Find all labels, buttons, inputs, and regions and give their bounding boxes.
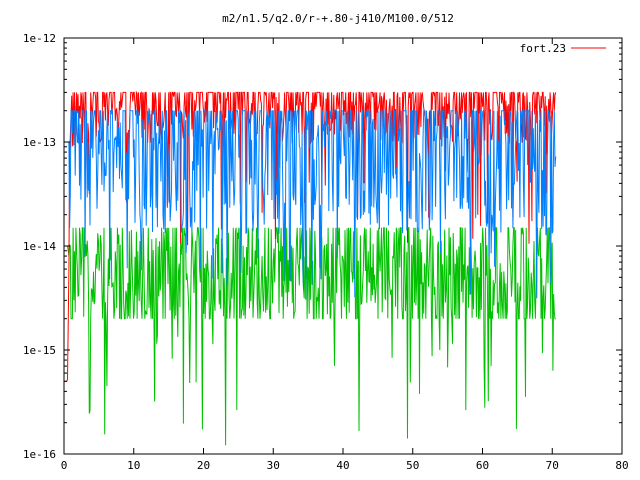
x-tick-label: 0 (61, 459, 68, 472)
x-tick-label: 20 (197, 459, 210, 472)
y-tick-label: 1e-15 (23, 344, 56, 357)
x-tick-label: 70 (546, 459, 559, 472)
series-line-3 (64, 226, 556, 446)
chart-title: m2/n1.5/q2.0/r-+.80-j410/M100.0/512 (222, 12, 454, 25)
y-tick-label: 1e-13 (23, 136, 56, 149)
x-tick-label: 50 (406, 459, 419, 472)
y-tick-label: 1e-16 (23, 448, 56, 461)
series-line-2 (64, 109, 557, 300)
x-tick-label: 10 (127, 459, 140, 472)
x-tick-label: 30 (267, 459, 280, 472)
x-tick-label: 60 (476, 459, 489, 472)
ticks-layer: 0 10 20 30 40 50 60 70 80 1e-16 1e-15 1e-14 1e-13 1e-… (23, 32, 629, 472)
x-tick-label: 80 (615, 459, 628, 472)
legend-label: fort.23 (520, 42, 566, 55)
y-tick-label: 1e-14 (23, 240, 56, 253)
x-tick-label: 40 (336, 459, 349, 472)
series-layer (64, 90, 557, 446)
legend: fort.23 (520, 42, 606, 55)
y-tick-label: 1e-12 (23, 32, 56, 45)
